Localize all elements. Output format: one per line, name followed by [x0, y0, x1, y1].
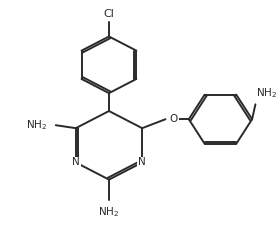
Text: N: N	[72, 158, 80, 167]
Text: O: O	[170, 114, 178, 124]
Text: N: N	[138, 158, 146, 167]
Text: NH$_2$: NH$_2$	[98, 205, 120, 219]
Text: NH$_2$: NH$_2$	[26, 118, 48, 132]
Text: NH$_2$: NH$_2$	[256, 86, 277, 100]
Text: Cl: Cl	[104, 9, 115, 18]
